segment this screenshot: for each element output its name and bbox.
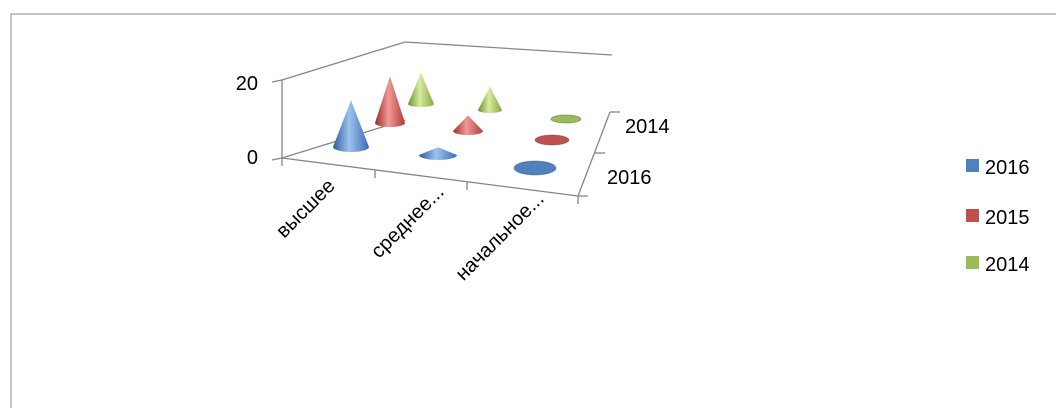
cone-2015-1: [375, 76, 405, 127]
back-top-right-edge: [404, 41, 613, 56]
cone-body-2015-1: [375, 76, 405, 127]
cone-2015-2: [453, 115, 483, 135]
y-tick-label-bottom: 0: [247, 147, 258, 169]
cone-2015-3: [534, 134, 570, 146]
cone-body-2014-2: [478, 86, 502, 113]
category-label-3: начальное...: [451, 188, 548, 285]
cone-2016-1: [333, 100, 369, 152]
cone-2014-1: [408, 72, 434, 107]
cone-base-2016-3: [513, 160, 557, 176]
cone-base-2015-3: [534, 134, 570, 146]
cone-body-2014-1: [408, 72, 434, 107]
cone-body-2015-2: [453, 115, 483, 135]
floor-front-edge: [281, 157, 579, 197]
cones-group: [333, 72, 582, 176]
cone-2016-2: [419, 147, 457, 160]
y-tick-20: [271, 79, 283, 83]
right-wall-bottom: [577, 111, 611, 197]
back-top-edge: [281, 41, 406, 81]
y-tick-0: [271, 157, 283, 161]
depth-tick-label-back: 2014: [625, 116, 670, 138]
legend-swatch-2016: [966, 159, 979, 172]
legend: 2016 2015 2014: [966, 157, 1030, 276]
cone-2016-3: [513, 160, 557, 176]
cone-body-2016-2: [419, 147, 457, 160]
legend-label-2014: 2014: [985, 254, 1030, 276]
category-label-2: среднее...: [367, 181, 449, 263]
cone-2014-3: [550, 114, 582, 124]
category-label-1: высшее: [272, 175, 339, 242]
legend-swatch-2014: [966, 256, 979, 269]
y-tick-label-top: 20: [236, 73, 258, 95]
legend-swatch-2015: [966, 209, 979, 222]
cone-body-2016-1: [333, 100, 369, 152]
cone-base-2014-3: [550, 114, 582, 124]
legend-label-2015: 2015: [985, 207, 1030, 229]
chart-border: [10, 13, 1056, 413]
depth-tick-label-front: 2016: [607, 167, 652, 189]
legend-label-2016: 2016: [985, 157, 1030, 179]
cone-2014-2: [478, 86, 502, 113]
